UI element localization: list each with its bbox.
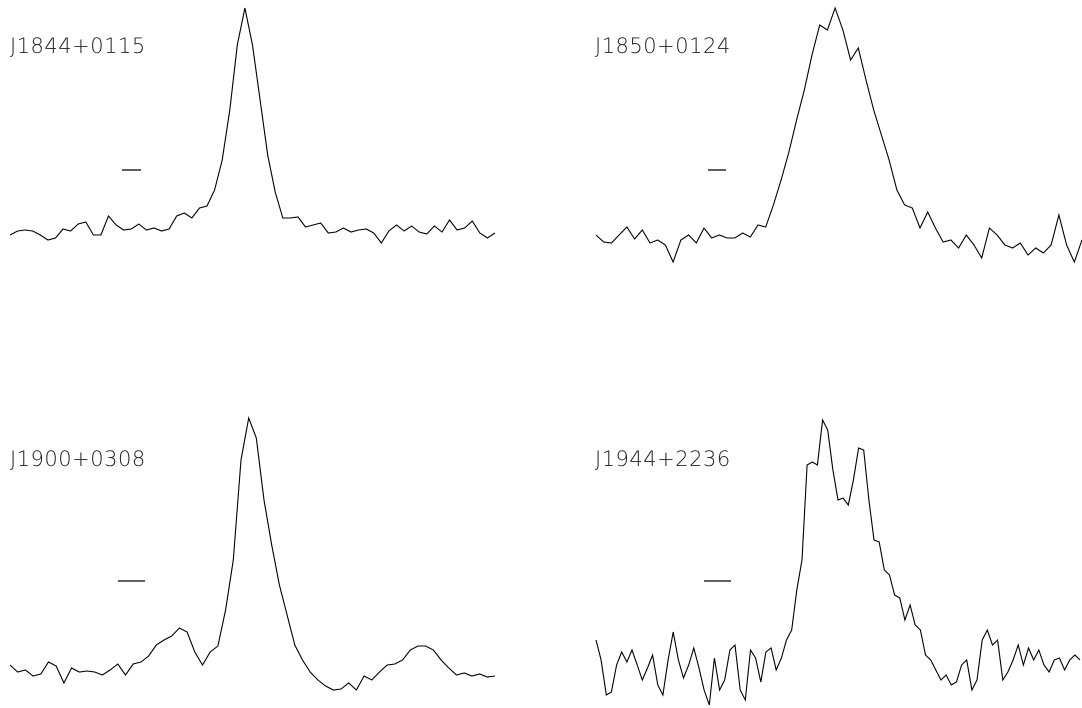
profile-line [9, 415, 496, 691]
panel-title: J1944+2236 [595, 447, 731, 471]
profile-line [595, 6, 1082, 264]
panel-title: J1844+0115 [10, 34, 146, 58]
panel-title: J1900+0308 [10, 447, 146, 471]
profile-line [595, 418, 1081, 706]
profile-line [9, 7, 496, 244]
panel-title: J1850+0124 [595, 34, 731, 58]
